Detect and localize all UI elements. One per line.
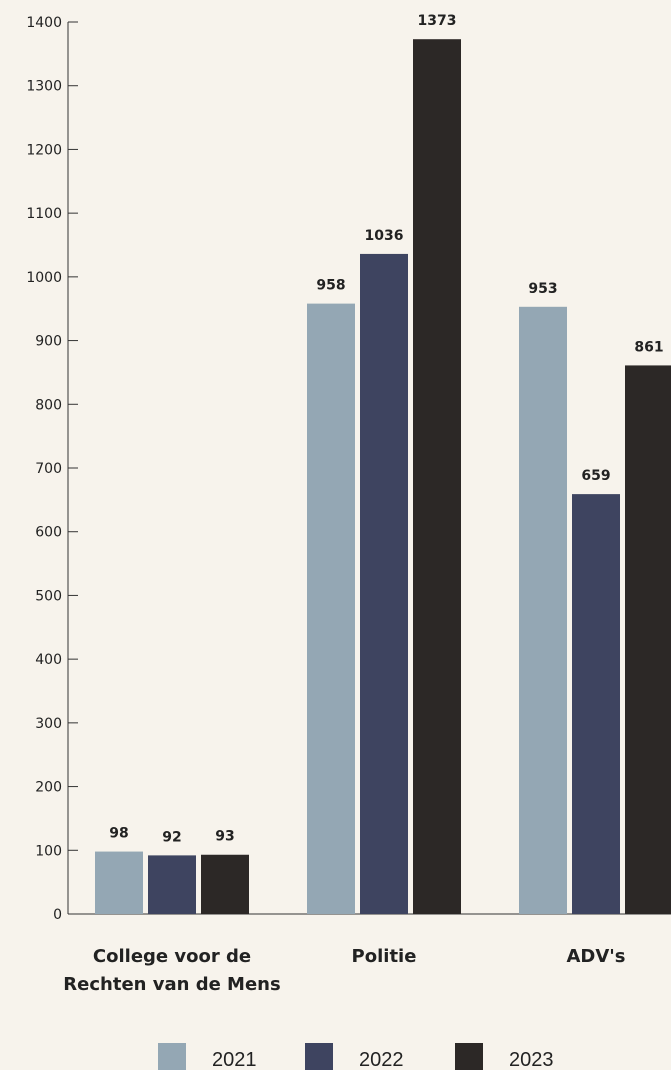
category-label: College voor de Rechten van de Mens: [63, 946, 280, 995]
category-labels: College voor de Rechten van de Mens Politi…: [63, 946, 625, 995]
y-tick-label: 400: [35, 652, 62, 668]
data-label: 953: [528, 281, 557, 297]
legend: 2021 2022 2023: [158, 1043, 554, 1070]
y-tick-label: 300: [35, 716, 62, 732]
bar: [519, 306, 567, 914]
bar: [360, 253, 408, 915]
category-label: ADV's: [566, 946, 625, 967]
bar: [307, 303, 355, 914]
y-tick-label: 200: [35, 780, 62, 796]
bar: [413, 39, 461, 914]
y-axis: 0 100 200 300 400 500 600 700 800 900 1000 1100 1200…: [26, 15, 671, 923]
category-label-line: Politie: [352, 946, 417, 967]
data-label: 1036: [365, 228, 404, 244]
bar: [625, 365, 671, 914]
bars: 98 958 953 92 1036 659 93 1373 861: [95, 13, 671, 915]
y-tick-label: 1400: [26, 15, 62, 31]
legend-label: 2021: [212, 1049, 257, 1070]
legend-swatch: [455, 1043, 483, 1070]
y-tick-label: 0: [53, 907, 62, 923]
legend-label: 2023: [509, 1049, 554, 1070]
data-label: 93: [215, 829, 234, 845]
category-label-line: Rechten van de Mens: [63, 974, 280, 995]
y-tick-label: 1100: [26, 206, 62, 222]
bar: [201, 854, 249, 914]
legend-swatch: [305, 1043, 333, 1070]
data-label: 861: [634, 339, 663, 355]
data-label: 92: [162, 829, 181, 845]
data-label: 958: [316, 278, 345, 294]
bar: [95, 851, 143, 914]
y-tick-label: 1300: [26, 79, 62, 95]
legend-label: 2022: [359, 1049, 404, 1070]
data-label: 659: [581, 468, 610, 484]
y-tick-label: 1200: [26, 142, 62, 158]
y-tick-label: 1000: [26, 270, 62, 286]
bar: [148, 855, 196, 914]
data-label: 98: [109, 826, 128, 842]
category-label: Politie: [352, 946, 417, 967]
bar: [572, 494, 620, 914]
y-tick-label: 600: [35, 525, 62, 541]
y-tick-label: 800: [35, 397, 62, 413]
y-tick-label: 100: [35, 843, 62, 859]
category-label-line: College voor de: [93, 946, 251, 967]
legend-swatch: [158, 1043, 186, 1070]
y-tick-label: 900: [35, 334, 62, 350]
y-tick-label: 700: [35, 461, 62, 477]
y-tick-label: 500: [35, 588, 62, 604]
category-label-line: ADV's: [566, 946, 625, 967]
data-label: 1373: [418, 13, 457, 29]
